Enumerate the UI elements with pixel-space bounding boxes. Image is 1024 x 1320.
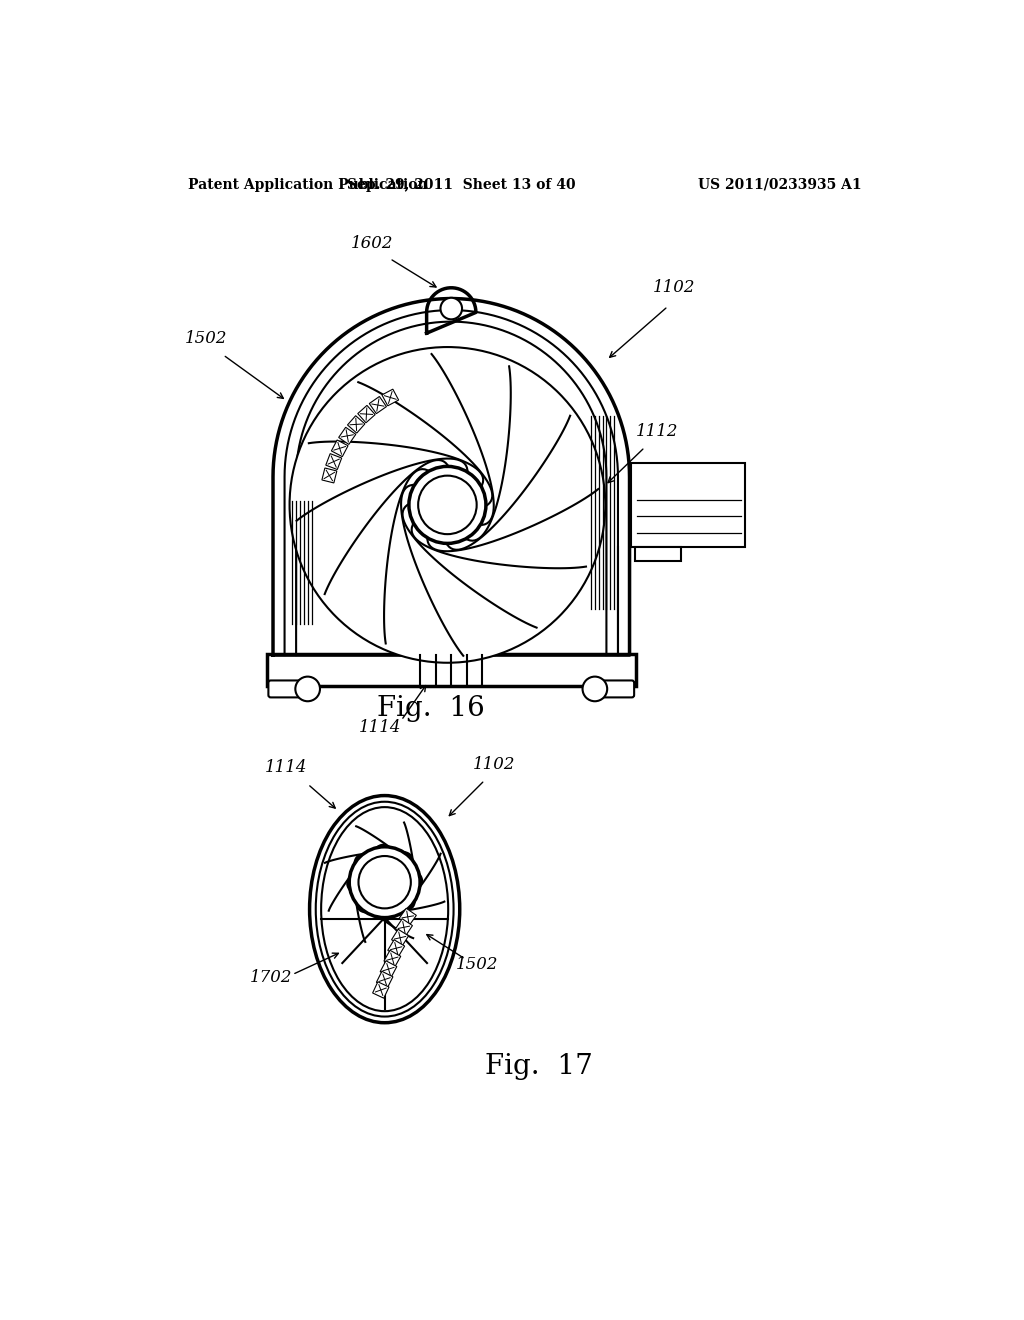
Bar xyxy=(267,653,636,686)
Ellipse shape xyxy=(309,796,460,1023)
Text: 1602: 1602 xyxy=(351,235,393,252)
Circle shape xyxy=(290,347,605,663)
Bar xyxy=(391,929,409,946)
Text: 1502: 1502 xyxy=(184,330,227,347)
Text: 1502: 1502 xyxy=(456,956,498,973)
Bar xyxy=(332,440,348,457)
Bar xyxy=(347,416,365,433)
Text: Fig.  17: Fig. 17 xyxy=(484,1053,593,1081)
Bar xyxy=(631,462,745,548)
Bar xyxy=(395,919,413,936)
Bar xyxy=(399,908,417,925)
Text: 1102: 1102 xyxy=(652,280,695,297)
Circle shape xyxy=(295,677,319,701)
Text: 1702: 1702 xyxy=(250,969,293,986)
Text: Fig.  16: Fig. 16 xyxy=(377,696,484,722)
Bar xyxy=(380,961,397,977)
Bar xyxy=(357,405,375,422)
Bar xyxy=(370,396,386,413)
Text: 1114: 1114 xyxy=(265,759,308,776)
Bar xyxy=(322,469,337,483)
Text: 1102: 1102 xyxy=(473,755,516,772)
Circle shape xyxy=(349,847,420,917)
Bar xyxy=(635,548,681,561)
Bar xyxy=(377,972,393,987)
Bar xyxy=(382,389,398,405)
FancyBboxPatch shape xyxy=(587,681,634,697)
Circle shape xyxy=(583,677,607,701)
Circle shape xyxy=(440,298,462,319)
Text: Patent Application Publication: Patent Application Publication xyxy=(188,178,428,191)
Circle shape xyxy=(409,466,486,544)
Bar xyxy=(388,940,404,957)
Bar xyxy=(339,428,355,445)
Bar xyxy=(373,982,389,998)
Bar xyxy=(384,950,400,968)
Text: 1114: 1114 xyxy=(358,719,401,737)
Bar xyxy=(326,454,342,470)
Text: Sep. 29, 2011  Sheet 13 of 40: Sep. 29, 2011 Sheet 13 of 40 xyxy=(347,178,575,191)
Text: 1112: 1112 xyxy=(636,422,678,440)
Polygon shape xyxy=(273,298,630,655)
FancyBboxPatch shape xyxy=(268,681,315,697)
Text: US 2011/0233935 A1: US 2011/0233935 A1 xyxy=(698,178,862,191)
